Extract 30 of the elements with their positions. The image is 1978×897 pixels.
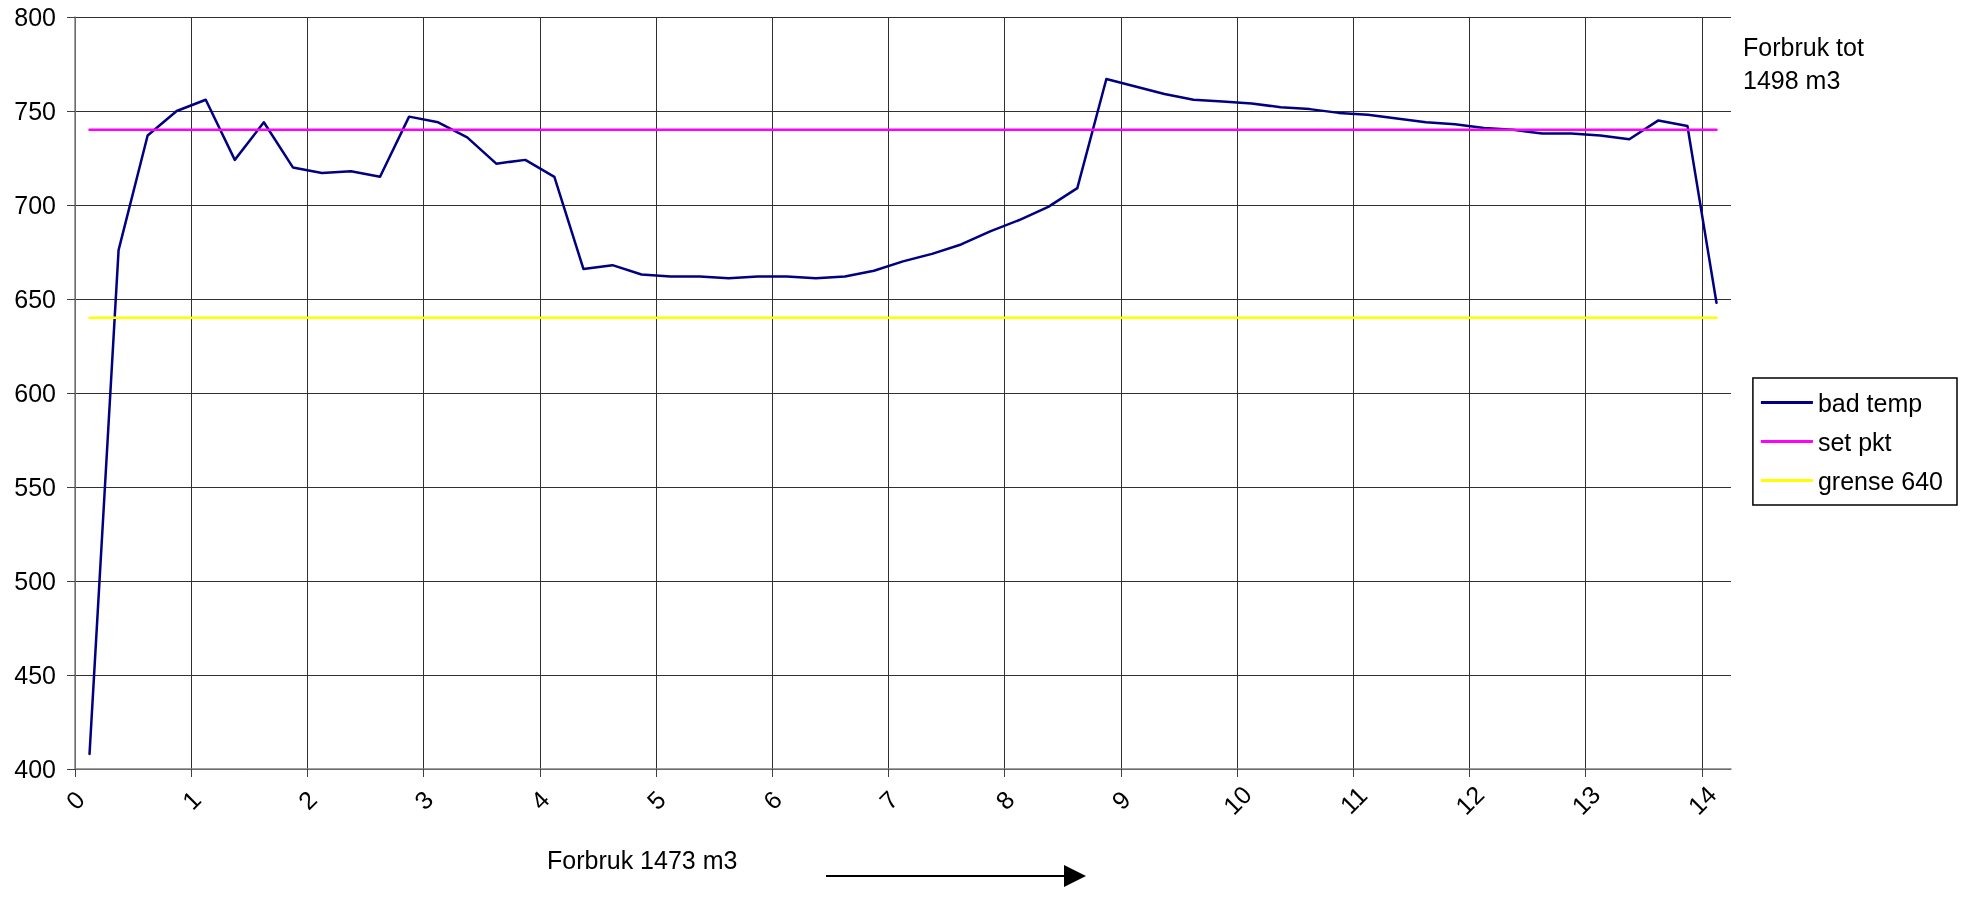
line-series: [88, 77, 1718, 756]
y-tick-label: 500: [14, 567, 56, 595]
x-tick-label: 12: [1449, 780, 1490, 820]
x-tick-label: 8: [989, 785, 1020, 815]
legend-label: grense 640: [1817, 466, 1944, 495]
x-tick-label: 3: [408, 785, 439, 815]
x-tick-label: 4: [525, 785, 555, 815]
text: Forbruk tot 1498 m3: [1743, 32, 1871, 94]
x-tick-label: 7: [873, 785, 904, 815]
y-tick-label: 700: [14, 191, 56, 219]
y-tick-label: 650: [14, 285, 56, 313]
x-axis-title: Forbruk 1473 m3: [547, 845, 738, 874]
x-tick-label: 9: [1106, 785, 1136, 815]
x-tick-label: 5: [641, 785, 671, 815]
y-tick-label: 800: [14, 3, 56, 31]
x-tick-label: 1: [176, 785, 207, 815]
legend-label: set pkt: [1817, 427, 1892, 456]
y-tick-label: 600: [14, 379, 56, 407]
x-tick-label: 10: [1217, 780, 1257, 820]
y-tick-label: 550: [14, 473, 56, 501]
x-tick-label: 13: [1566, 780, 1606, 820]
x-tick-label: 2: [292, 785, 323, 815]
x-tick-label: 0: [60, 785, 90, 815]
y-tick-label: 450: [14, 661, 56, 689]
x-tick-label: 14: [1682, 780, 1722, 820]
y-tick-label: 400: [14, 755, 56, 783]
y-tick-label: 750: [14, 97, 56, 125]
x-tick-label: 11: [1334, 780, 1373, 820]
x-tick-label: 6: [757, 785, 788, 815]
legend-label: bad temp: [1817, 388, 1923, 417]
